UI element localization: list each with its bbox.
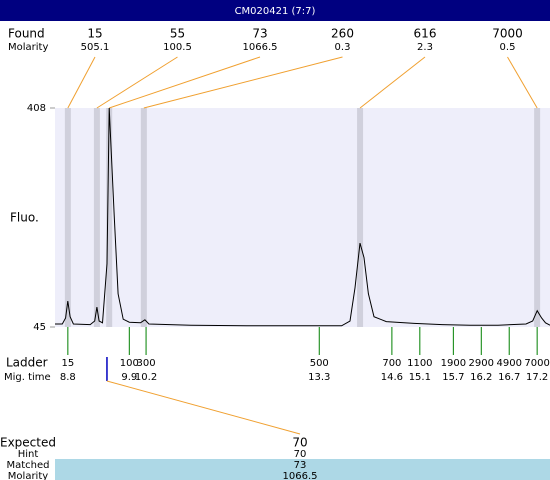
found-molarity: 505.1 xyxy=(81,42,110,53)
y-tick-label: 408 xyxy=(27,103,46,114)
expected-row-value: 1066.5 xyxy=(283,471,318,480)
found-size: 55 xyxy=(170,27,185,41)
ladder-time: 16.2 xyxy=(470,372,492,383)
peak-connector xyxy=(359,56,426,109)
ladder-time: 10.2 xyxy=(135,372,157,383)
peak-connector xyxy=(96,56,178,109)
ladder-size: 700 xyxy=(382,358,401,369)
found-size: 7000 xyxy=(492,27,523,41)
found-label: Found xyxy=(8,27,45,41)
found-size: 616 xyxy=(414,27,437,41)
mig-time-label: Mig. time xyxy=(4,372,51,383)
matched-bar xyxy=(55,459,550,480)
ladder-time: 9.9 xyxy=(121,372,137,383)
peak-connector xyxy=(143,56,343,109)
found-molarity: 100.5 xyxy=(163,42,192,53)
ladder-size: 1100 xyxy=(407,358,432,369)
ladder-time: 13.3 xyxy=(308,372,330,383)
expected-row-value: 70 xyxy=(294,449,307,460)
expected-row-value: 73 xyxy=(294,460,307,471)
found-size: 260 xyxy=(331,27,354,41)
ladder-size: 2900 xyxy=(469,358,494,369)
title-bar xyxy=(0,0,550,21)
ladder-size: 100 xyxy=(120,358,139,369)
peak-band xyxy=(534,108,541,327)
ladder-size: 7000 xyxy=(524,358,549,369)
peak-band xyxy=(357,108,364,327)
plot-area xyxy=(55,108,550,327)
ladder-time: 16.7 xyxy=(498,372,520,383)
ladder-size: 1900 xyxy=(441,358,466,369)
found-molarity: 2.3 xyxy=(417,42,433,53)
expected-row-label: Matched xyxy=(6,460,49,471)
expected-value: 70 xyxy=(292,436,307,450)
peak-band xyxy=(140,108,147,327)
y-tick-label: 45 xyxy=(33,322,46,333)
peak-band xyxy=(106,108,113,327)
expected-label: Expected xyxy=(0,436,56,450)
ladder-size: 500 xyxy=(310,358,329,369)
ladder-time: 15.7 xyxy=(442,372,464,383)
peak-connector xyxy=(67,56,96,109)
ladder-time: 15.1 xyxy=(409,372,431,383)
expected-row-label: Hint xyxy=(18,449,39,460)
found-size: 73 xyxy=(252,27,267,41)
ladder-time: 14.6 xyxy=(381,372,403,383)
molarity-label: Molarity xyxy=(8,42,48,53)
ladder-size: 15 xyxy=(61,358,74,369)
peak-band xyxy=(93,108,100,327)
ladder-time: 8.8 xyxy=(60,372,76,383)
found-molarity: 0.5 xyxy=(500,42,516,53)
ladder-label: Ladder xyxy=(6,356,48,370)
ladder-time: 17.2 xyxy=(526,372,548,383)
trace xyxy=(55,107,550,327)
peak-connector xyxy=(109,56,261,109)
ladder-size: 300 xyxy=(137,358,156,369)
found-molarity: 1066.5 xyxy=(243,42,278,53)
y-axis-label: Fluo. xyxy=(10,211,39,225)
peak-connector xyxy=(507,56,538,109)
found-molarity: 0.3 xyxy=(335,42,351,53)
chart-title: CM020421 (7:7) xyxy=(235,6,316,17)
found-size: 15 xyxy=(87,27,102,41)
ladder-size: 4900 xyxy=(496,358,521,369)
expected-row-label: Molarity xyxy=(8,471,48,480)
expected-connector xyxy=(106,380,301,435)
peak-band xyxy=(64,108,71,327)
